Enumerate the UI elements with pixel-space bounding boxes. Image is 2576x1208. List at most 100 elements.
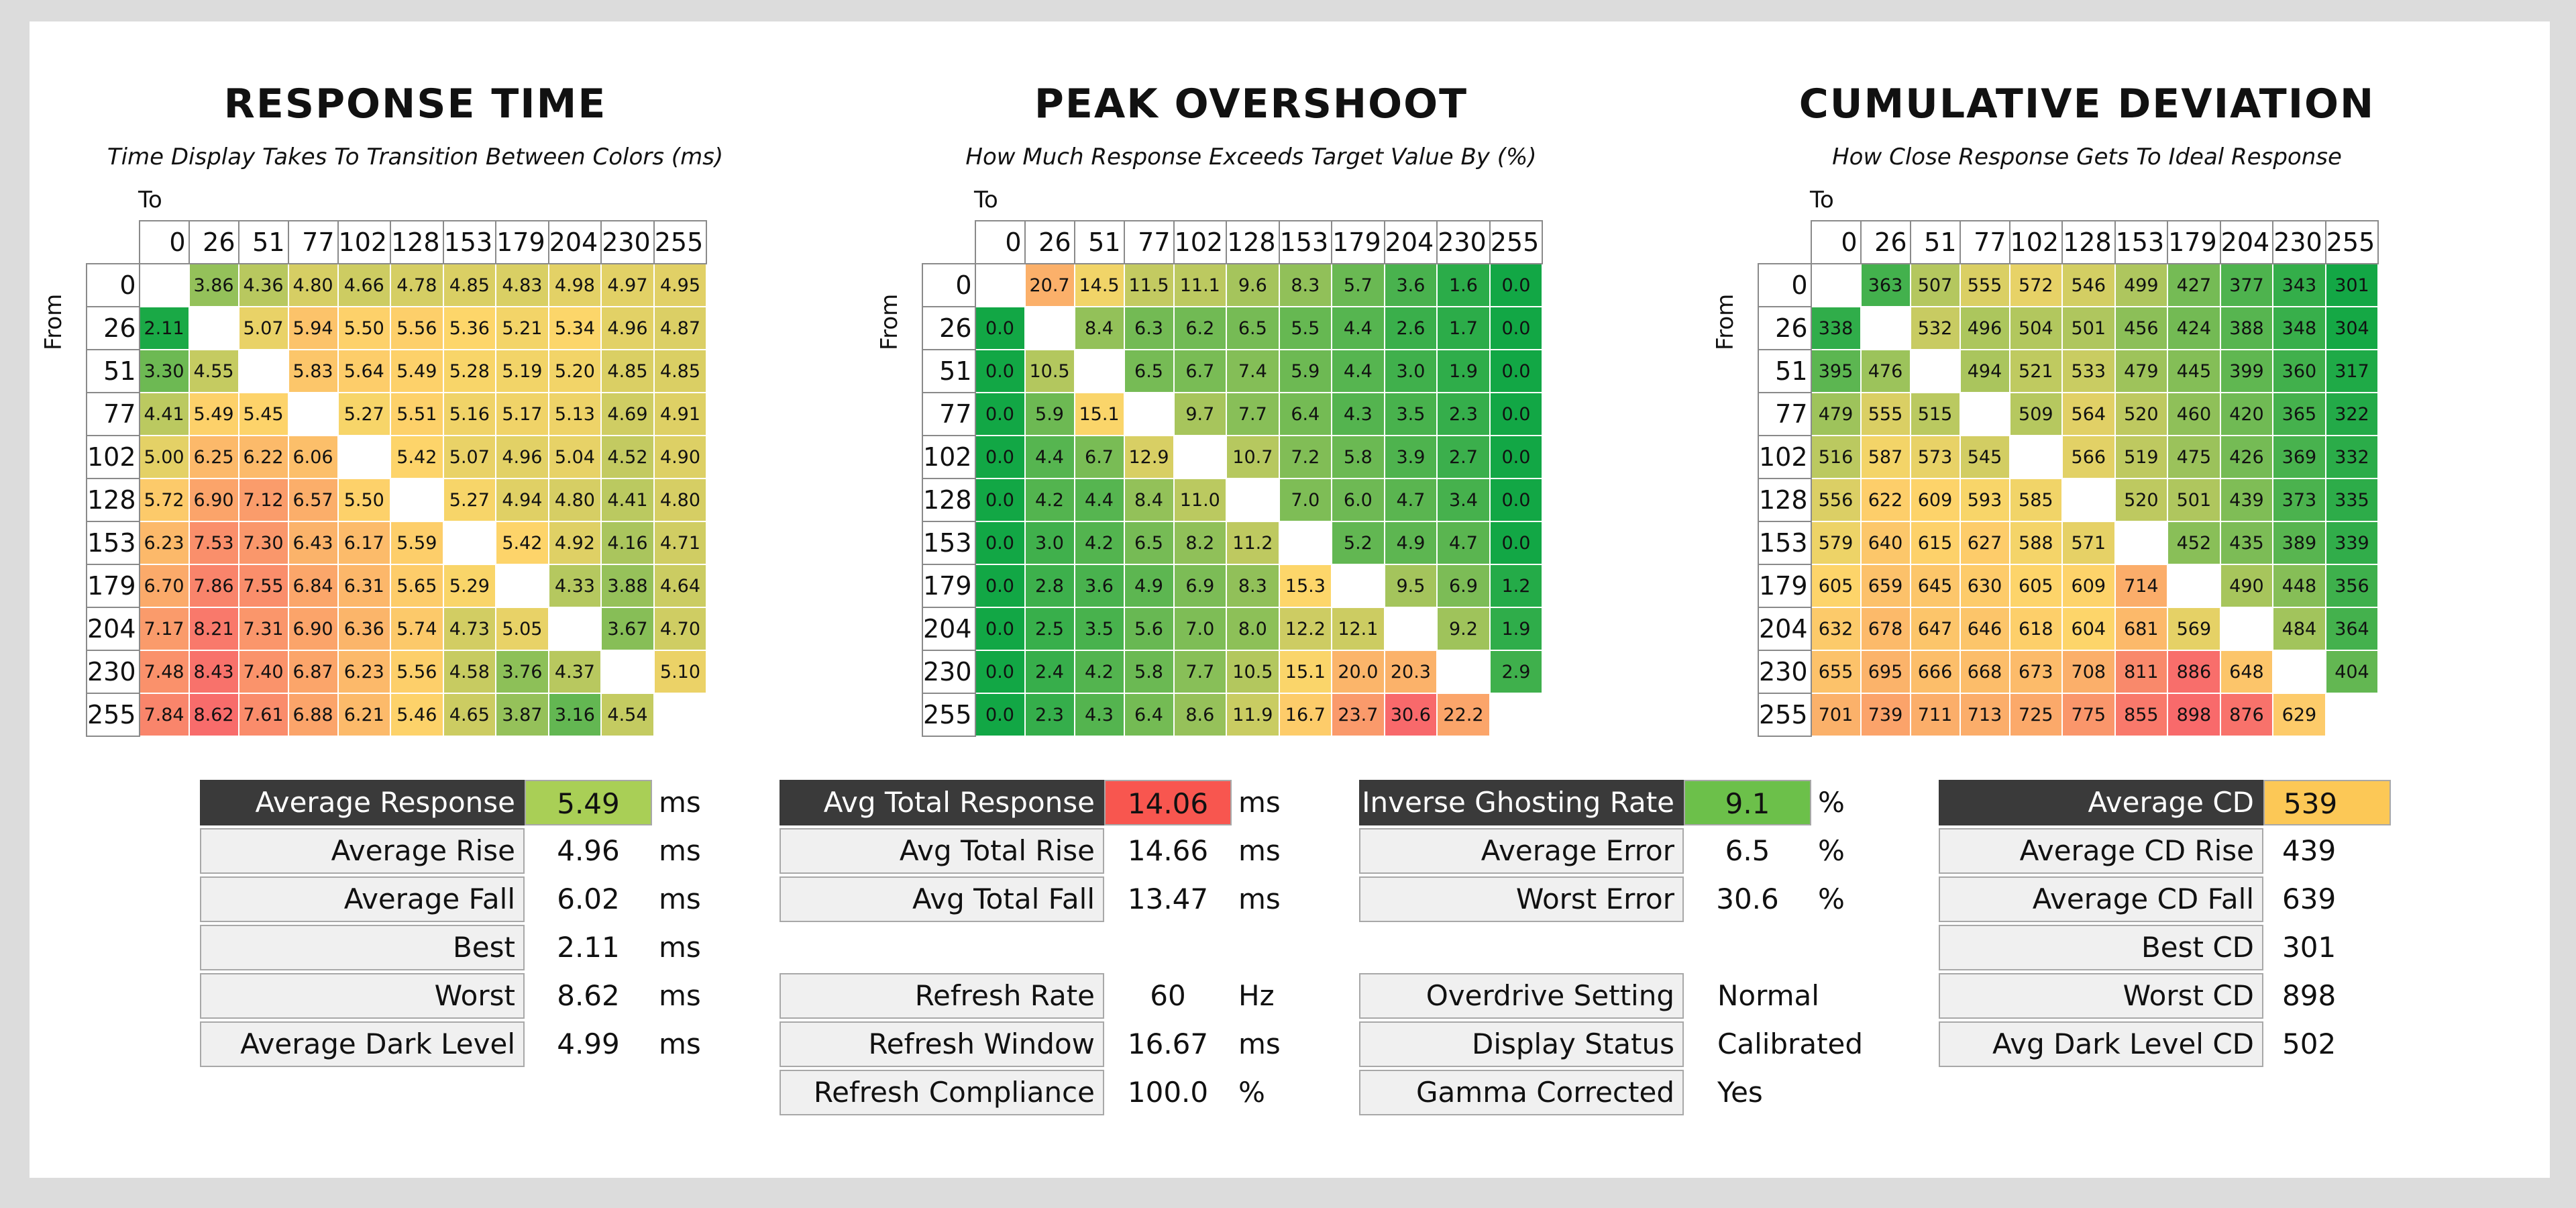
heatmap-cell: 2.5 xyxy=(1024,607,1075,651)
peak-overshoot-title: PEAK OVERSHOOT xyxy=(1034,81,1468,128)
heatmap-cell: 640 xyxy=(1860,521,1911,565)
heatmap-cell: 389 xyxy=(2272,521,2326,565)
heatmap-corner xyxy=(922,221,975,264)
heatmap-cell: 30.6 xyxy=(1383,693,1438,737)
heatmap-row: 255 0.0 2.3 4.3 6.4 8.6 11.9 16.7 23.7 30.6 22.2 xyxy=(922,693,1544,737)
heatmap-row: 102 516 587 573 545 566 519 475 426 369 332 xyxy=(1758,435,2379,479)
heatmap-cell: 629 xyxy=(2272,693,2326,737)
heatmap-cell-empty xyxy=(1383,607,1438,651)
to-level-tick: 179 xyxy=(2167,220,2221,264)
heatmap-cell: 708 xyxy=(2061,650,2116,694)
heatmap-cell: 348 xyxy=(2272,306,2326,350)
heatmap-cell: 1.9 xyxy=(1489,607,1544,651)
heatmap-cell: 6.0 xyxy=(1331,478,1385,522)
from-level-tick: 255 xyxy=(922,693,976,737)
heatmap-row: 128 0.0 4.2 4.4 8.4 11.0 7.0 6.0 4.7 3.4 0.0 xyxy=(922,478,1544,522)
heatmap-cell: 3.0 xyxy=(1024,521,1075,565)
heatmap-cell: 4.71 xyxy=(653,521,708,565)
average-rise-label: Average Rise xyxy=(200,828,525,874)
heatmap-cell: 811 xyxy=(2114,650,2169,694)
heatmap-cell-empty xyxy=(2219,607,2274,651)
heatmap-cell: 739 xyxy=(1860,693,1911,737)
heatmap-cell: 5.74 xyxy=(390,607,444,651)
heatmap-cell: 420 xyxy=(2219,392,2274,436)
heatmap-cell: 8.21 xyxy=(188,607,239,651)
to-level-tick: 204 xyxy=(2219,220,2274,264)
to-level-tick: 179 xyxy=(1331,220,1385,264)
heatmap-cell: 5.36 xyxy=(442,306,497,350)
average-response-label: Average Response xyxy=(200,780,525,825)
heatmap-cell: 0.0 xyxy=(974,564,1026,608)
heatmap-cell: 5.45 xyxy=(237,392,289,436)
stat-unit: ms xyxy=(659,883,701,915)
heatmap-cell: 3.16 xyxy=(547,693,602,737)
avg-total-response-value: 14.06 xyxy=(1104,780,1232,825)
heatmap-cell: 335 xyxy=(2324,478,2379,522)
heatmap-cell: 8.62 xyxy=(188,693,239,737)
heatmap-cell: 648 xyxy=(2219,650,2274,694)
heatmap-cell: 12.9 xyxy=(1123,435,1175,479)
heatmap-cell: 475 xyxy=(2167,435,2221,479)
heatmap-corner xyxy=(1758,221,1811,264)
heatmap-cell: 6.21 xyxy=(337,693,392,737)
heatmap-cell-empty xyxy=(287,392,339,436)
heatmap-cell: 8.3 xyxy=(1278,263,1333,307)
heatmap-cell: 377 xyxy=(2219,263,2274,307)
heatmap-cell-empty xyxy=(138,263,190,307)
heatmap-cell-empty xyxy=(337,435,392,479)
heatmap-cell: 6.06 xyxy=(287,435,339,479)
heatmap-cell: 0.0 xyxy=(1489,392,1544,436)
heatmap-row: 102 5.00 6.25 6.22 6.06 5.42 5.07 4.96 5.04 4.52 4… xyxy=(86,435,708,479)
heatmap-cell: 4.4 xyxy=(1073,478,1125,522)
heatmap-cell: 11.0 xyxy=(1173,478,1228,522)
heatmap-cell-empty xyxy=(1909,349,1961,393)
heatmap-cell: 4.96 xyxy=(600,306,655,350)
average-cd-rise-value: 439 xyxy=(2282,834,2337,867)
heatmap-cell: 404 xyxy=(2324,650,2379,694)
heatmap-cell: 4.4 xyxy=(1331,306,1385,350)
worst-error-label: Worst Error xyxy=(1359,876,1684,922)
heatmap-cell: 22.2 xyxy=(1436,693,1491,737)
heatmap-cell: 364 xyxy=(2324,607,2379,651)
heatmap-cell: 5.49 xyxy=(390,349,444,393)
heatmap-cell: 7.17 xyxy=(138,607,190,651)
best-label: Best xyxy=(200,925,525,970)
heatmap-cell: 322 xyxy=(2324,392,2379,436)
heatmap-cell: 5.42 xyxy=(495,521,549,565)
heatmap-cell: 7.30 xyxy=(237,521,289,565)
heatmap-cell: 3.76 xyxy=(495,650,549,694)
heatmap-cell: 0.0 xyxy=(974,435,1026,479)
heatmap-cell: 4.4 xyxy=(1331,349,1385,393)
from-level-tick: 77 xyxy=(86,392,140,436)
heatmap-cell: 725 xyxy=(2008,693,2063,737)
heatmap-cell: 20.3 xyxy=(1383,650,1438,694)
heatmap-cell: 1.7 xyxy=(1436,306,1491,350)
heatmap-cell: 426 xyxy=(2219,435,2274,479)
heatmap-cell: 2.6 xyxy=(1383,306,1438,350)
heatmap-cell: 427 xyxy=(2167,263,2221,307)
heatmap-cell: 4.69 xyxy=(600,392,655,436)
heatmap-cell-empty xyxy=(2324,693,2379,737)
heatmap-cell: 8.2 xyxy=(1173,521,1228,565)
from-level-tick: 51 xyxy=(1758,349,1812,393)
stat-unit: ms xyxy=(659,786,701,819)
display-status-value: Calibrated xyxy=(1717,1027,1864,1060)
heatmap-cell: 343 xyxy=(2272,263,2326,307)
heatmap-cell: 5.5 xyxy=(1278,306,1333,350)
heatmap-cell-empty xyxy=(237,349,289,393)
heatmap-cell: 11.5 xyxy=(1123,263,1175,307)
to-level-tick: 230 xyxy=(600,220,655,264)
heatmap-row: 153 6.23 7.53 7.30 6.43 6.17 5.59 5.42 4.92 4.16 4… xyxy=(86,521,708,565)
heatmap-cell: 713 xyxy=(1959,693,2010,737)
to-level-tick: 102 xyxy=(1173,220,1228,264)
heatmap-cell: 4.2 xyxy=(1073,521,1125,565)
heatmap-cell: 4.33 xyxy=(547,564,602,608)
from-level-tick: 230 xyxy=(86,650,140,694)
heatmap-cell: 6.4 xyxy=(1278,392,1333,436)
stat-unit: % xyxy=(1238,1076,1265,1109)
heatmap-cell-empty xyxy=(442,521,497,565)
heatmap-cell: 876 xyxy=(2219,693,2274,737)
heatmap-cell: 0.0 xyxy=(974,521,1026,565)
average-dark-level-label: Average Dark Level xyxy=(200,1021,525,1067)
heatmap-cell: 6.23 xyxy=(138,521,190,565)
